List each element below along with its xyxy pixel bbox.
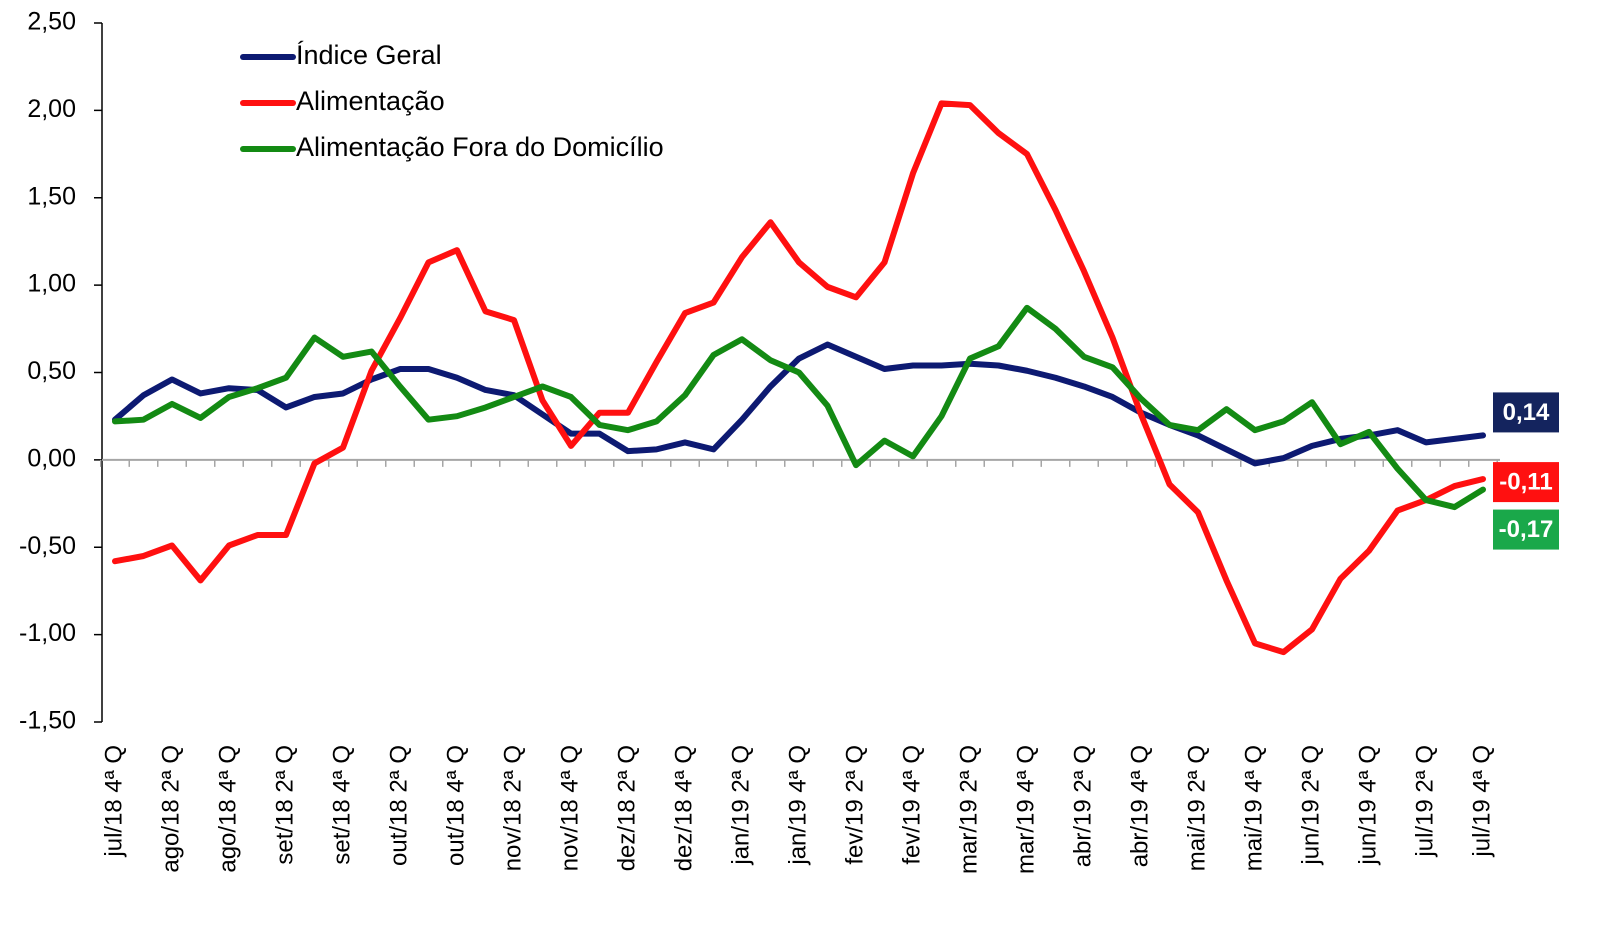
series-line (112, 341, 1486, 467)
end-label-box (1493, 392, 1559, 433)
x-tick-label: fev/19 4ª Q (898, 745, 925, 865)
x-tick-label: abr/19 2ª Q (1069, 745, 1096, 867)
x-tick-label: set/18 4ª Q (328, 745, 355, 865)
series-line (112, 100, 1486, 656)
x-tick-label: out/18 2ª Q (385, 745, 412, 866)
legend-label: Índice Geral (296, 40, 442, 70)
x-tick-label: mar/19 2ª Q (955, 745, 982, 874)
x-tick-label: abr/19 4ª Q (1126, 745, 1153, 867)
x-tick-label: jul/19 4ª Q (1468, 745, 1495, 858)
x-tick-label: jan/19 4ª Q (784, 745, 811, 866)
y-tick-label: 1,50 (27, 182, 76, 210)
y-tick-label: 2,00 (27, 95, 76, 123)
legend-label: Alimentação Fora do Domicílio (296, 132, 664, 162)
end-label-box (1493, 509, 1559, 550)
x-tick-label: dez/18 4ª Q (670, 745, 697, 871)
y-tick-label: -1,50 (19, 707, 76, 735)
x-tick-label: jul/18 4ª Q (100, 745, 127, 858)
x-tick-label: mai/19 2ª Q (1183, 745, 1210, 871)
x-tick-label: ago/18 2ª Q (157, 745, 184, 873)
x-tick-label: jun/19 4ª Q (1354, 745, 1381, 866)
y-tick-label: 2,50 (27, 8, 76, 36)
y-tick-label: -1,00 (19, 619, 76, 647)
y-tick-label: 0,00 (27, 444, 76, 472)
series-line (112, 304, 1486, 511)
y-tick-label: 0,50 (27, 357, 76, 385)
x-tick-label: out/18 4ª Q (442, 745, 469, 866)
x-tick-label: set/18 2ª Q (271, 745, 298, 865)
end-label: 0,14 (1503, 399, 1550, 426)
x-tick-label: nov/18 2ª Q (499, 745, 526, 871)
end-label-box (1493, 462, 1559, 503)
x-tick-label: mar/19 4ª Q (1012, 745, 1039, 874)
x-tick-label: nov/18 4ª Q (556, 745, 583, 871)
x-tick-label: dez/18 2ª Q (613, 745, 640, 871)
x-tick-label: jan/19 2ª Q (727, 745, 754, 866)
x-tick-label: fev/19 2ª Q (841, 745, 868, 865)
end-label: -0,11 (1499, 468, 1552, 495)
x-tick-label: mai/19 4ª Q (1240, 745, 1267, 871)
y-tick-label: 1,00 (27, 270, 76, 298)
x-tick-label: ago/18 4ª Q (214, 745, 241, 873)
end-label: -0,17 (1499, 516, 1554, 543)
x-tick-label: jun/19 2ª Q (1297, 745, 1324, 866)
x-tick-label: jul/19 2ª Q (1411, 745, 1438, 858)
legend-label: Alimentação (296, 86, 445, 116)
y-tick-label: -0,50 (19, 532, 76, 560)
